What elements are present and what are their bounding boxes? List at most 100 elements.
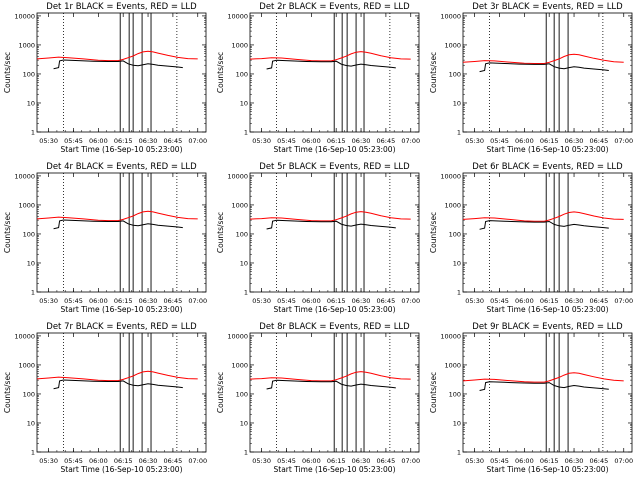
detector-panel-3: Det 3r BLACK = Events, RED = LLD 05:30 05:… — [426, 0, 639, 160]
detector-panel-8: Det 8r BLACK = Events, RED = LLD 05:30 05:… — [213, 320, 426, 480]
y-tick-label: 10000 — [227, 12, 248, 20]
x-tick-label: 06:15 — [540, 137, 559, 145]
x-tick-label: 05:45 — [64, 297, 83, 305]
y-tick-label: 1 — [31, 129, 35, 137]
x-tick-label: 06:30 — [352, 457, 371, 465]
y-tick-label: 1 — [457, 449, 461, 457]
series-lld — [462, 211, 624, 222]
y-tick-label: 10 — [240, 99, 248, 107]
y-tick-label: 100 — [23, 70, 35, 78]
x-axis-title: Start Time (16-Sep-10 05:23:00) — [274, 145, 396, 154]
y-tick-label: 10000 — [14, 332, 35, 340]
detector-panel-7: Det 7r BLACK = Events, RED = LLD 05:30 05:… — [0, 320, 213, 480]
x-tick-label: 06:30 — [352, 137, 371, 145]
x-tick-label: 07:00 — [401, 137, 420, 145]
x-tick-label: 06:30 — [565, 297, 584, 305]
x-axis-title: Start Time (16-Sep-10 05:23:00) — [274, 465, 396, 474]
x-tick-label: 06:00 — [89, 137, 108, 145]
series-events — [479, 220, 609, 230]
x-tick-label: 05:30 — [465, 457, 484, 465]
y-tick-label: 1 — [31, 449, 35, 457]
chart-title: Det 3r BLACK = Events, RED = LLD — [472, 2, 623, 12]
series-events — [479, 381, 609, 391]
chart-title: Det 6r BLACK = Events, RED = LLD — [472, 162, 623, 172]
y-tick-label: 10 — [27, 99, 35, 107]
x-tick-label: 05:30 — [252, 297, 271, 305]
y-tick-label: 10000 — [14, 12, 35, 20]
chart-svg: Det 9r BLACK = Events, RED = LLD 05:30 05:… — [429, 322, 633, 474]
series-events — [266, 379, 396, 390]
y-tick-label: 1000 — [444, 41, 461, 49]
plot-frame — [36, 332, 207, 453]
detector-panel-9: Det 9r BLACK = Events, RED = LLD 05:30 05:… — [426, 320, 639, 480]
x-axis-title: Start Time (16-Sep-10 05:23:00) — [61, 305, 183, 314]
chart-svg: Det 8r BLACK = Events, RED = LLD 05:30 05:… — [216, 322, 420, 474]
y-tick-label: 1000 — [231, 361, 248, 369]
x-tick-label: 05:45 — [490, 457, 509, 465]
y-tick-label: 100 — [449, 230, 461, 238]
x-tick-label: 06:45 — [377, 137, 396, 145]
x-tick-label: 05:30 — [39, 137, 58, 145]
x-tick-label: 06:30 — [139, 137, 158, 145]
y-tick-label: 1000 — [444, 201, 461, 209]
detector-panel-1: Det 1r BLACK = Events, RED = LLD 05:30 05:… — [0, 0, 213, 160]
x-tick-label: 05:45 — [277, 457, 296, 465]
y-tick-label: 10000 — [440, 332, 461, 340]
x-tick-label: 05:45 — [64, 457, 83, 465]
y-tick-label: 10 — [453, 259, 461, 267]
x-tick-label: 06:00 — [515, 457, 534, 465]
x-tick-label: 06:00 — [89, 457, 108, 465]
y-tick-label: 10 — [240, 419, 248, 427]
x-axis-title: Start Time (16-Sep-10 05:23:00) — [274, 305, 396, 314]
x-tick-label: 05:45 — [64, 137, 83, 145]
x-tick-label: 06:15 — [327, 297, 346, 305]
chart-title: Det 1r BLACK = Events, RED = LLD — [46, 2, 197, 12]
chart-svg: Det 6r BLACK = Events, RED = LLD 05:30 05:… — [429, 162, 633, 314]
x-tick-label: 05:30 — [465, 297, 484, 305]
chart-svg: Det 2r BLACK = Events, RED = LLD 05:30 05:… — [216, 2, 420, 154]
y-tick-label: 1000 — [18, 41, 35, 49]
series-events — [479, 62, 609, 73]
x-tick-label: 05:30 — [252, 457, 271, 465]
series-lld — [249, 371, 411, 382]
x-tick-label: 07:00 — [188, 297, 207, 305]
chart-title: Det 8r BLACK = Events, RED = LLD — [259, 322, 410, 332]
x-tick-label: 06:30 — [565, 137, 584, 145]
y-axis-title: Counts/sec — [216, 52, 225, 93]
detector-panel-4: Det 4r BLACK = Events, RED = LLD 05:30 05:… — [0, 160, 213, 320]
x-tick-label: 07:00 — [188, 137, 207, 145]
x-tick-label: 06:15 — [114, 297, 133, 305]
x-tick-label: 06:45 — [590, 137, 609, 145]
chart-title: Det 5r BLACK = Events, RED = LLD — [259, 162, 410, 172]
series-events — [53, 59, 183, 70]
x-tick-label: 05:45 — [277, 297, 296, 305]
y-axis-title: Counts/sec — [429, 52, 438, 93]
x-tick-label: 05:30 — [39, 457, 58, 465]
x-tick-label: 06:30 — [565, 457, 584, 465]
y-tick-label: 10000 — [14, 172, 35, 180]
plot-frame — [462, 172, 633, 293]
series-lld — [462, 53, 624, 64]
chart-title: Det 9r BLACK = Events, RED = LLD — [472, 322, 623, 332]
x-axis-title: Start Time (16-Sep-10 05:23:00) — [487, 305, 609, 314]
y-tick-label: 10000 — [440, 172, 461, 180]
series-events — [53, 219, 183, 230]
x-tick-label: 06:30 — [139, 457, 158, 465]
y-tick-label: 1 — [457, 289, 461, 297]
chart-svg: Det 4r BLACK = Events, RED = LLD 05:30 05:… — [3, 162, 207, 314]
detector-panel-6: Det 6r BLACK = Events, RED = LLD 05:30 05:… — [426, 160, 639, 320]
detector-panel-5: Det 5r BLACK = Events, RED = LLD 05:30 05:… — [213, 160, 426, 320]
series-lld — [462, 372, 624, 383]
y-tick-label: 100 — [23, 230, 35, 238]
x-tick-label: 05:45 — [277, 137, 296, 145]
series-lld — [36, 50, 198, 62]
series-lld — [36, 370, 198, 382]
y-tick-label: 1000 — [231, 201, 248, 209]
x-tick-label: 07:00 — [401, 457, 420, 465]
y-tick-label: 10000 — [440, 12, 461, 20]
y-tick-label: 1000 — [444, 361, 461, 369]
x-tick-label: 06:15 — [114, 457, 133, 465]
x-axis-title: Start Time (16-Sep-10 05:23:00) — [61, 145, 183, 154]
y-tick-label: 1 — [244, 289, 248, 297]
